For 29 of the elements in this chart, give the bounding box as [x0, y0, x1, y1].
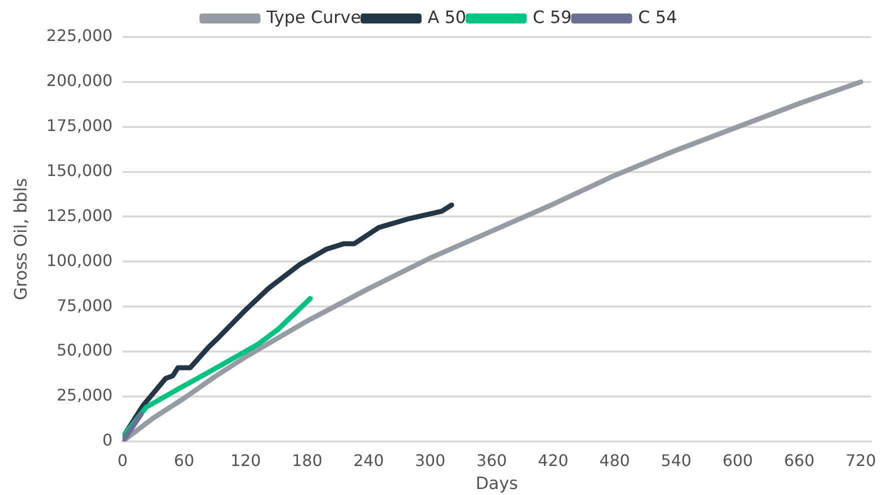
y-tick-label: 25,000	[56, 386, 113, 405]
x-tick-label: 180	[292, 451, 322, 470]
legend-label: Type Curve	[265, 8, 362, 28]
x-tick-label: 600	[722, 451, 753, 470]
x-tick-label: 240	[353, 451, 384, 470]
x-tick-label: 360	[476, 451, 507, 470]
x-tick-label: 420	[538, 451, 568, 470]
y-tick-label: 150,000	[46, 160, 113, 180]
y-axis-title: Gross Oil, bbls	[12, 178, 32, 300]
x-tick-label: 300	[414, 451, 446, 470]
legend-label: C 54	[638, 8, 678, 28]
y-tick-label: 75,000	[56, 296, 113, 315]
x-axis-title: Days	[476, 474, 518, 494]
y-tick-label: 175,000	[46, 116, 113, 136]
y-tick-label: 100,000	[46, 250, 113, 270]
x-tick-label: 720	[845, 451, 876, 470]
x-tick-label: 60	[174, 451, 194, 470]
x-tick-label: 540	[660, 451, 692, 470]
legend-label: A 50	[428, 8, 466, 28]
y-tick-label: 125,000	[46, 206, 113, 225]
y-tick-label: 200,000	[46, 71, 113, 90]
y-tick-label: 225,000	[46, 26, 113, 46]
y-tick-label: 50,000	[56, 340, 113, 360]
legend-label: C 59	[532, 8, 572, 28]
x-tick-label: 0	[117, 451, 128, 470]
x-tick-label: 120	[230, 451, 261, 470]
x-tick-label: 480	[599, 451, 630, 470]
y-tick-label: 0	[102, 430, 113, 450]
x-tick-label: 660	[784, 451, 815, 470]
